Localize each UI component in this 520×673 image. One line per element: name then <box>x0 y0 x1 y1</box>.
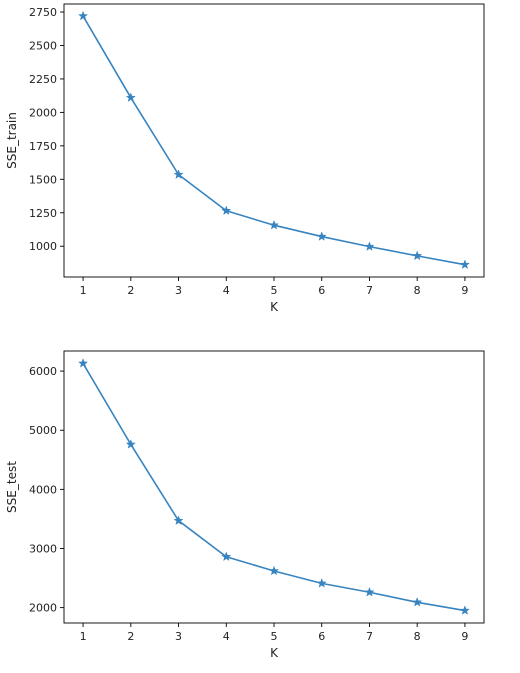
x-tick-label: 4 <box>223 284 230 297</box>
y-tick-label: 1000 <box>29 240 57 253</box>
axes-frame <box>63 350 485 624</box>
x-tick-label: 7 <box>366 630 373 643</box>
x-axis-label: K <box>270 300 279 314</box>
data-point <box>221 205 232 216</box>
x-tick-label: 6 <box>318 630 325 643</box>
data-point <box>125 92 136 102</box>
y-tick-label: 2250 <box>29 73 57 86</box>
data-point <box>268 565 280 576</box>
y-tick-label: 2000 <box>29 602 57 615</box>
data-point <box>412 596 423 607</box>
y-tick-label: 4000 <box>29 483 57 496</box>
x-tick-label: 3 <box>175 284 182 297</box>
x-tick-label: 2 <box>127 630 134 643</box>
x-tick-label: 2 <box>127 284 134 297</box>
x-tick-label: 3 <box>175 630 182 643</box>
data-point <box>364 586 375 597</box>
x-tick-label: 5 <box>271 284 278 297</box>
x-tick-label: 5 <box>271 630 278 643</box>
y-tick-label: 3000 <box>29 542 57 555</box>
x-tick-label: 1 <box>80 284 87 297</box>
x-tick-label: 9 <box>461 630 468 643</box>
data-point <box>221 551 232 562</box>
sse-train-chart: 1 2 3 4 5 6 7 8 9 1000 1250 1500 1750 2000 2250 2500 275… <box>5 3 485 314</box>
x-tick-label: 6 <box>318 284 325 297</box>
x-tick-label: 8 <box>414 630 421 643</box>
data-point <box>173 515 184 526</box>
data-point <box>364 241 375 251</box>
data-point <box>316 231 327 241</box>
y-tick-label: 2750 <box>29 6 57 19</box>
data-point <box>459 259 470 269</box>
axes-frame <box>63 3 485 278</box>
series-line <box>82 363 466 612</box>
data-point <box>173 169 184 179</box>
x-tick-label: 7 <box>366 284 373 297</box>
y-axis-label: SSE_train <box>5 112 19 169</box>
data-point <box>412 250 423 261</box>
y-tick-label: 2000 <box>29 106 57 119</box>
x-axis-label: K <box>270 646 279 660</box>
y-tick-label: 6000 <box>29 365 57 378</box>
y-tick-label: 5000 <box>29 424 57 437</box>
data-point <box>78 10 89 21</box>
data-point <box>316 578 327 588</box>
x-tick-label: 1 <box>80 630 87 643</box>
y-tick-label: 1250 <box>29 207 57 220</box>
x-tick-label: 8 <box>414 284 421 297</box>
y-tick-label: 1500 <box>29 173 57 186</box>
sse-test-chart: 1 2 3 4 5 6 7 8 9 2000 3000 4000 5000 6000 K SSE_test <box>5 350 485 660</box>
y-tick-label: 1750 <box>29 140 57 153</box>
data-point <box>78 358 89 368</box>
data-point <box>125 439 136 449</box>
y-axis-label: SSE_test <box>5 461 19 513</box>
y-tick-label: 2500 <box>29 39 57 52</box>
data-point <box>459 605 470 615</box>
x-tick-label: 9 <box>461 284 468 297</box>
x-tick-label: 4 <box>223 630 230 643</box>
data-point <box>268 219 280 230</box>
